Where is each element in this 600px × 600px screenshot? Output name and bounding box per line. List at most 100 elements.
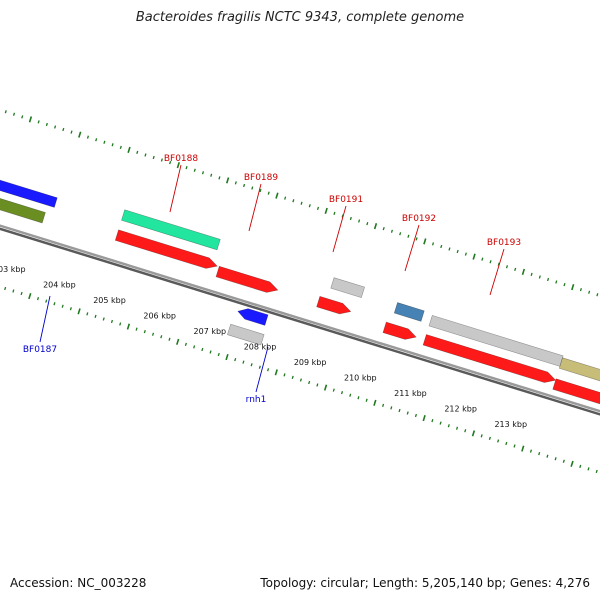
tick-mark	[439, 421, 442, 425]
tick-mark	[251, 186, 254, 190]
tick-mark	[587, 467, 590, 471]
tick-mark	[62, 127, 65, 132]
gene-feature	[215, 265, 279, 293]
tick-mark	[513, 444, 516, 448]
tick-mark	[316, 206, 320, 210]
tick-mark	[521, 445, 525, 452]
tick-mark	[373, 399, 377, 406]
tick-mark	[497, 439, 500, 443]
tick-mark	[399, 232, 402, 236]
gene-feature	[121, 209, 221, 251]
tick-mark	[365, 398, 368, 402]
tick-mark	[333, 211, 336, 216]
tick-mark	[447, 424, 450, 428]
tick-mark	[250, 363, 253, 367]
tick-mark	[126, 323, 131, 330]
tick-mark	[562, 459, 565, 463]
tick-mark	[431, 418, 434, 423]
tick-mark	[323, 384, 328, 391]
scale-label: 208 kbp	[244, 342, 277, 351]
gene-feature	[316, 295, 352, 315]
gene-label: rnh1	[246, 395, 267, 405]
tick-mark	[407, 234, 410, 238]
tick-mark	[168, 337, 171, 341]
gene-label: BF0192	[402, 214, 436, 224]
tick-mark	[259, 188, 262, 193]
leader-line	[248, 183, 262, 232]
tick-mark	[266, 368, 270, 372]
tick-mark	[546, 277, 550, 282]
tick-mark	[193, 168, 196, 172]
tick-mark	[274, 369, 278, 376]
tick-mark	[37, 120, 40, 124]
tick-mark	[152, 155, 155, 160]
tick-mark	[119, 322, 122, 326]
tick-mark	[455, 426, 459, 430]
tick-mark	[12, 289, 15, 293]
outer-tick-track	[4, 110, 599, 297]
tick-mark	[538, 452, 541, 456]
tick-mark	[422, 414, 426, 422]
tick-mark	[151, 332, 155, 336]
scale-label: 211 kbp	[394, 389, 427, 398]
tick-mark	[144, 153, 147, 157]
accession-text: Accession: NC_003228	[10, 576, 147, 590]
tick-mark	[78, 131, 82, 138]
tick-mark	[554, 457, 557, 461]
tick-mark	[21, 115, 24, 119]
feature-track	[0, 179, 600, 405]
tick-mark	[538, 275, 541, 279]
tick-mark	[143, 330, 146, 334]
tick-mark	[176, 338, 180, 345]
tick-mark	[94, 314, 97, 319]
gene-label: BF0188	[164, 154, 199, 164]
tick-mark	[579, 288, 582, 292]
tick-mark	[300, 201, 303, 205]
scale-label: 212 kbp	[444, 405, 477, 414]
tick-mark	[415, 237, 418, 241]
tick-mark	[471, 430, 476, 437]
tick-mark	[267, 191, 270, 195]
scale-label: 203 kbp	[0, 265, 26, 274]
tick-mark	[110, 319, 114, 324]
tick-mark	[382, 227, 385, 231]
tick-mark	[284, 196, 287, 200]
scale-label: 205 kbp	[93, 296, 126, 305]
tick-mark	[160, 335, 163, 339]
tick-mark	[201, 347, 204, 352]
gene-feature	[393, 302, 425, 322]
tick-mark	[225, 353, 229, 361]
tick-mark	[4, 110, 7, 114]
leader-line	[39, 295, 51, 343]
leader-line	[169, 164, 182, 213]
tick-mark	[489, 260, 492, 264]
tick-mark	[292, 199, 295, 203]
tick-mark	[217, 352, 220, 357]
tick-mark	[488, 436, 491, 441]
genome-summary-text: Topology: circular; Length: 5,205,140 bp…	[260, 576, 590, 590]
tick-mark	[61, 304, 64, 308]
tick-mark	[77, 308, 81, 315]
tick-mark	[53, 302, 56, 306]
genome-backbone	[0, 224, 600, 416]
tick-mark	[210, 173, 213, 177]
tick-mark	[45, 299, 48, 303]
tick-mark	[45, 122, 48, 127]
tick-mark	[283, 373, 286, 377]
tick-mark	[218, 176, 221, 180]
tick-mark	[135, 327, 138, 331]
tick-mark	[201, 171, 205, 175]
tick-mark	[86, 135, 90, 139]
tick-mark	[20, 291, 23, 296]
tick-mark	[225, 177, 230, 184]
tick-mark	[160, 158, 163, 162]
tick-mark	[373, 223, 378, 230]
tick-mark	[423, 238, 427, 245]
tick-mark	[588, 290, 591, 294]
tick-mark	[497, 262, 500, 266]
tick-mark	[291, 375, 294, 380]
scale-label: 204 kbp	[43, 280, 76, 289]
tick-mark	[366, 221, 369, 226]
gene-feature	[114, 229, 218, 269]
tick-mark	[464, 429, 467, 433]
